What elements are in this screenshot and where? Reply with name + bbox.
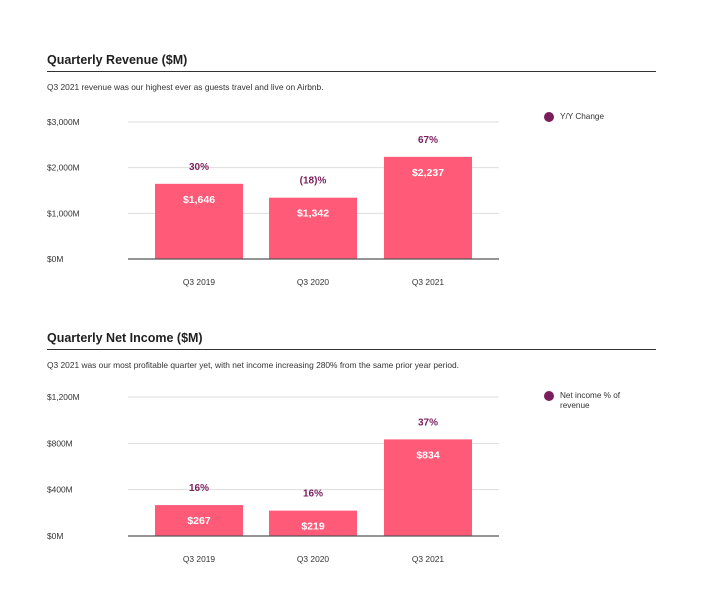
revenue-chart-title: Quarterly Revenue ($M) bbox=[47, 52, 656, 72]
y-tick-label: $2,000M bbox=[47, 163, 80, 173]
bar bbox=[384, 156, 472, 259]
bar-annotation-label: 67% bbox=[418, 135, 438, 146]
x-category-label: Q3 2020 bbox=[297, 277, 329, 287]
y-tick-label: $0M bbox=[47, 531, 63, 541]
bar-annotation-label: 30% bbox=[189, 162, 209, 173]
net-income-section: Quarterly Net Income ($M) Q3 2021 was ou… bbox=[47, 330, 656, 371]
y-tick-label: $1,200M bbox=[47, 392, 80, 402]
y-tick-label: $1,000M bbox=[47, 208, 80, 218]
revenue-bar-chart: $0M $1,000M $2,000M $3,000M $1,646 30% Q3 2019… bbox=[47, 117, 499, 287]
revenue-legend: Y/Y Change bbox=[544, 112, 630, 122]
revenue-chart-subtitle: Q3 2021 revenue was our highest ever as … bbox=[47, 82, 324, 92]
bar-annotation-label: (18)% bbox=[300, 176, 327, 187]
bar-value-label: $834 bbox=[416, 449, 440, 461]
x-category-label: Q3 2021 bbox=[412, 277, 444, 287]
revenue-legend-label: Y/Y Change bbox=[560, 112, 605, 121]
y-tick-label: $3,000M bbox=[47, 117, 80, 127]
bar bbox=[269, 197, 357, 259]
y-tick-label: $800M bbox=[47, 438, 73, 448]
bar-value-label: $267 bbox=[187, 515, 211, 527]
bar-annotation-label: 16% bbox=[189, 483, 209, 494]
net-income-chart-subtitle: Q3 2021 was our most profitable quarter … bbox=[47, 360, 459, 370]
net-income-chart-title: Quarterly Net Income ($M) bbox=[47, 330, 656, 350]
y-tick-label: $0M bbox=[47, 254, 63, 264]
y-tick-label: $400M bbox=[47, 485, 73, 495]
x-category-label: Q3 2019 bbox=[183, 277, 215, 287]
legend-marker-icon bbox=[544, 112, 554, 122]
bar-value-label: $2,237 bbox=[412, 167, 444, 179]
bar bbox=[384, 439, 472, 536]
x-category-label: Q3 2020 bbox=[297, 554, 329, 564]
bar-annotation-label: 37% bbox=[418, 417, 438, 428]
bar-value-label: $1,646 bbox=[183, 194, 215, 206]
x-category-label: Q3 2021 bbox=[412, 554, 444, 564]
x-category-label: Q3 2019 bbox=[183, 554, 215, 564]
bar-value-label: $1,342 bbox=[297, 208, 329, 220]
bar bbox=[269, 510, 357, 536]
revenue-section: Quarterly Revenue ($M) Q3 2021 revenue w… bbox=[47, 52, 656, 93]
bar-annotation-label: 16% bbox=[303, 489, 323, 500]
bar bbox=[155, 505, 243, 536]
bar-value-label: $219 bbox=[301, 521, 325, 533]
legend-marker-icon bbox=[544, 391, 554, 401]
bar bbox=[155, 183, 243, 259]
net-income-legend-label: Net income % of revenue bbox=[560, 391, 621, 410]
net-income-legend: Net income % of revenue bbox=[544, 391, 630, 411]
